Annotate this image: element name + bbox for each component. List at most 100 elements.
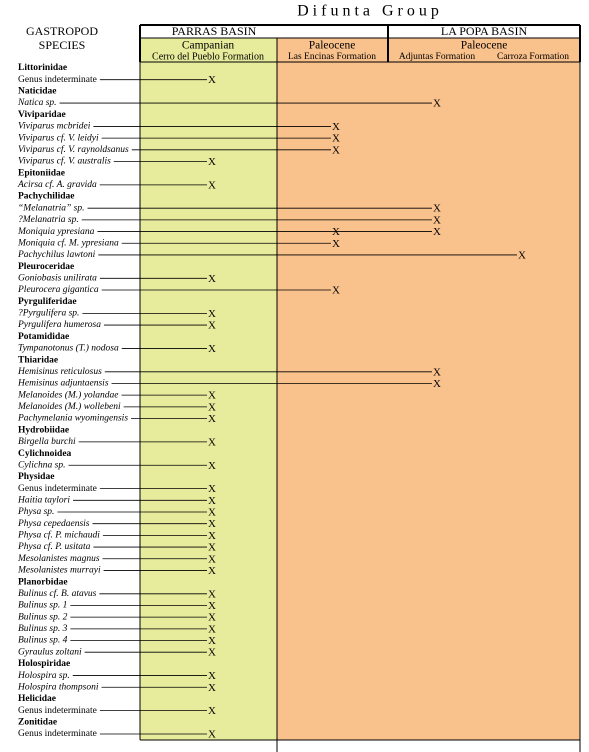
occurrence-mark: X xyxy=(332,133,340,145)
occurrence-mark: X xyxy=(208,670,216,682)
family-label: Pyrguliferidae xyxy=(18,297,77,307)
occurrence-mark: X xyxy=(208,495,216,507)
occurrence-mark: X xyxy=(208,705,216,717)
occurrence-mark: X xyxy=(433,366,441,378)
occurrence-mark: X xyxy=(208,588,216,600)
occurrence-mark: X xyxy=(332,144,340,156)
occurrence-mark: X xyxy=(518,249,526,261)
occurrence-mark: X xyxy=(208,320,216,332)
occurrence-mark: X xyxy=(332,121,340,133)
species-heading: GASTROPOD xyxy=(26,24,98,38)
occurrence-mark: X xyxy=(433,98,441,110)
species-label: “Melanatria” sp. xyxy=(18,203,85,213)
stage-age: Campanian xyxy=(182,40,235,52)
family-label: Helicidae xyxy=(18,694,56,704)
occurrence-mark: X xyxy=(208,436,216,448)
family-label: Pachychilidae xyxy=(18,192,74,202)
species-label: Genus indeterminate xyxy=(18,484,97,494)
species-heading: SPECIES xyxy=(39,38,86,52)
species-label: Melanoides (M.) wollebeni xyxy=(17,401,121,412)
campanian-band xyxy=(140,38,277,740)
formation: Las Encinas Formation xyxy=(288,52,376,62)
family-label: Pleuroceridae xyxy=(18,262,74,272)
occurrence-mark: X xyxy=(208,390,216,402)
species-label: Viviparus cf. V. raynoldsanus xyxy=(18,144,129,155)
basin-name: PARRAS BASIN xyxy=(172,24,257,38)
species-label: Bulinus sp. 4 xyxy=(18,636,68,646)
species-label: Pyrgulifera humerosa xyxy=(17,319,101,330)
species-label: Birgella burchi xyxy=(18,437,76,447)
species-label: Hemisinus reticulosus xyxy=(17,367,102,377)
family-label: Holospiridae xyxy=(18,659,70,669)
formation: Adjuntas Formation xyxy=(399,52,476,62)
species-label: Moniquia cf. M. ypresiana xyxy=(17,237,119,248)
species-label: ?Pyrgulifera sp. xyxy=(18,308,79,319)
species-label: Genus indeterminate xyxy=(18,706,97,716)
species-label: Mesolanistes murrayi xyxy=(17,566,101,576)
occurrence-mark: X xyxy=(208,542,216,554)
occurrence-mark: X xyxy=(208,308,216,320)
occurrence-mark: X xyxy=(208,179,216,191)
occurrence-mark: X xyxy=(208,729,216,741)
basin-name: LA POPA BASIN xyxy=(441,24,528,38)
occurrence-mark: X xyxy=(208,635,216,647)
family-label: Viviparidae xyxy=(18,110,66,120)
species-label: Physa cepedaensis xyxy=(17,519,90,529)
occurrence-mark: X xyxy=(208,460,216,472)
occurrence-mark: X xyxy=(208,401,216,413)
occurrence-mark: X xyxy=(433,203,441,215)
species-label: Hemisinus adjuntaensis xyxy=(17,379,109,389)
family-label: Epitoniidae xyxy=(18,168,65,178)
species-label: Gyraulus zoltani xyxy=(18,647,82,657)
species-label: Bulinus cf. B. atavus xyxy=(18,588,97,599)
species-label: Natica sp. xyxy=(17,98,57,108)
family-label: Cylichnoidea xyxy=(18,449,72,459)
family-label: Thiaridae xyxy=(18,355,58,365)
occurrence-mark: X xyxy=(208,518,216,530)
occurrence-mark: X xyxy=(208,273,216,285)
species-label: Viviparus cf. V. leidyi xyxy=(18,132,99,143)
occurrence-mark: X xyxy=(208,565,216,577)
species-label: Physa cf. P. michaudi xyxy=(17,530,100,541)
stage-age: Paleocene xyxy=(461,40,508,52)
occurrence-mark: X xyxy=(433,214,441,226)
occurrence-mark: X xyxy=(208,530,216,542)
species-label: Holospira thompsoni xyxy=(17,682,99,692)
species-label: Viviparus mcbridei xyxy=(18,122,91,132)
paleocene-band xyxy=(277,38,580,740)
occurrence-mark: X xyxy=(332,285,340,297)
species-label: Holospira sp. xyxy=(17,671,70,681)
formation: Cerro del Pueblo Formation xyxy=(152,51,264,62)
group-title: Difunta Group xyxy=(297,3,443,20)
species-label: Physa sp. xyxy=(17,507,54,517)
family-label: Zonitidae xyxy=(18,718,57,728)
species-label: Goniobasis unilirata xyxy=(18,274,97,284)
species-label: Acirsa cf. A. gravida xyxy=(17,179,97,190)
family-label: Littorinidae xyxy=(18,63,67,73)
species-label: Pachymelania wyomingensis xyxy=(17,414,128,424)
occurrence-mark: X xyxy=(433,226,441,238)
occurrence-mark: X xyxy=(433,378,441,390)
family-label: Potamididae xyxy=(18,332,69,342)
family-label: Naticidae xyxy=(18,87,57,97)
occurrence-mark: X xyxy=(208,682,216,694)
species-label: Bulinus sp. 2 xyxy=(18,612,68,622)
occurrence-mark: X xyxy=(208,612,216,624)
species-label: Bulinus sp. 3 xyxy=(18,624,68,634)
formation: Carroza Formation xyxy=(497,52,569,62)
occurrence-mark: X xyxy=(208,507,216,519)
species-label: Mesolanistes magnus xyxy=(17,554,100,564)
occurrence-mark: X xyxy=(208,600,216,612)
occurrence-mark: X xyxy=(208,553,216,565)
occurrence-mark: X xyxy=(332,226,340,238)
occurrence-mark: X xyxy=(208,343,216,355)
occurrence-mark: X xyxy=(208,483,216,495)
species-label: Physa cf. P. usitata xyxy=(17,541,91,552)
species-label: Pleurocera gigantica xyxy=(17,285,99,295)
occurrence-mark: X xyxy=(332,238,340,250)
stage-age: Paleocene xyxy=(309,40,356,52)
species-label: Tympanotonus (T.) nodosa xyxy=(18,343,119,354)
family-label: Physidae xyxy=(18,472,54,482)
species-label: Bulinus sp. 1 xyxy=(18,601,67,611)
